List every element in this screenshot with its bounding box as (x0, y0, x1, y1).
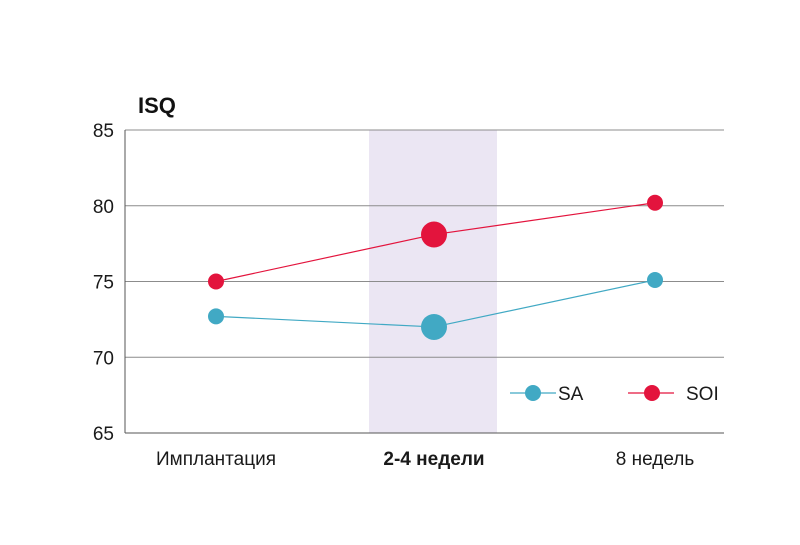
x-category-labels: Имплантация 2-4 недели 8 недель (156, 449, 694, 470)
y-tick-labels: 85 80 75 70 65 (93, 121, 114, 445)
x-category-label: 8 недель (616, 449, 695, 470)
data-point-sa (647, 271, 663, 288)
y-tick-label: 80 (93, 197, 114, 218)
legend: SA SOI (510, 384, 719, 405)
data-point-soi (647, 194, 663, 211)
series-group (208, 194, 663, 340)
y-tick-label: 85 (93, 121, 114, 142)
data-point-sa (421, 313, 447, 340)
y-tick-label: 70 (93, 348, 114, 369)
y-tick-label: 75 (93, 273, 114, 294)
x-category-label: Имплантация (156, 449, 276, 470)
legend-marker-sa (525, 385, 541, 401)
y-tick-label: 65 (93, 424, 114, 445)
legend-label-sa: SA (558, 384, 584, 405)
legend-marker-soi (644, 385, 660, 401)
data-point-sa (208, 308, 224, 325)
legend-label-soi: SOI (686, 384, 719, 405)
data-point-soi (208, 273, 224, 290)
x-category-label: 2-4 недели (383, 449, 484, 470)
data-point-soi (421, 221, 447, 248)
gridlines (125, 129, 724, 434)
y-axis-label: ISQ (138, 93, 176, 118)
